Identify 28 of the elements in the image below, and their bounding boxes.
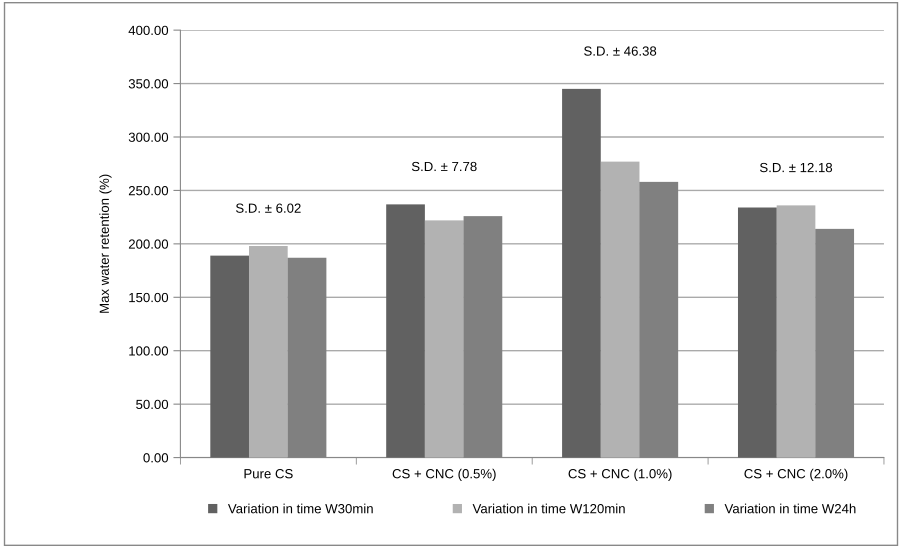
bar — [738, 208, 777, 458]
annotation: S.D. ± 6.02 — [236, 203, 301, 213]
legend-label: Variation in time W120min — [472, 504, 625, 514]
annotation: S.D. ± 46.38 — [584, 46, 656, 56]
bar — [776, 205, 816, 458]
y-tick-label: 0.00 — [143, 453, 168, 462]
x-tick-label: CS + CNC (2.0%) — [744, 468, 848, 481]
bar — [210, 256, 249, 458]
bar — [562, 88, 601, 458]
x-tick-label: Pure CS — [244, 469, 293, 478]
y-tick-label: 350.00 — [128, 79, 168, 88]
y-tick-label: 300.00 — [128, 132, 168, 142]
annotation: S.D. ± 12.18 — [760, 162, 832, 172]
bar — [600, 162, 640, 458]
x-tick-label: CS + CNC (1.0%) — [568, 468, 672, 481]
bar — [424, 220, 464, 458]
y-tick-label: 50.00 — [136, 400, 168, 410]
y-tick-label: 100.00 — [129, 346, 168, 356]
legend-label: Variation in time W30min — [228, 504, 373, 514]
x-tick-label: CS + CNC (0.5%) — [392, 468, 496, 481]
legend-label: Variation in time W24h — [724, 504, 856, 514]
y-tick-label: 250.00 — [128, 186, 168, 196]
y-tick-label: 150.00 — [129, 292, 168, 302]
bar — [386, 204, 425, 458]
annotation: S.D. ± 7.78 — [412, 162, 477, 172]
y-axis-title: Max water retention (%) — [99, 174, 112, 313]
y-tick-label: 400.00 — [128, 26, 168, 36]
y-tick-label: 200.00 — [128, 239, 168, 249]
